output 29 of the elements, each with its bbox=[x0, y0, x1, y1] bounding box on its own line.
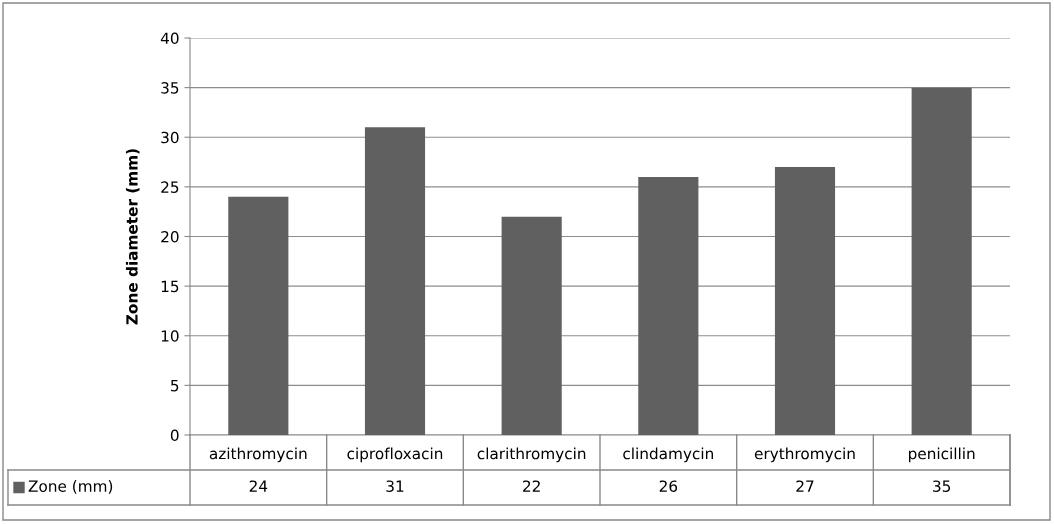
y-tick-label: 40 bbox=[160, 32, 179, 45]
data-label: 22 bbox=[523, 480, 540, 492]
y-tick-label: 25 bbox=[161, 181, 179, 193]
y-tick-label: 30 bbox=[161, 131, 179, 144]
bar bbox=[638, 176, 699, 435]
data-label: 24 bbox=[249, 480, 268, 492]
x-tick-label: clarithromycin bbox=[477, 447, 586, 463]
bar bbox=[501, 216, 562, 435]
bar bbox=[364, 127, 426, 435]
y-tick-label: 10 bbox=[161, 330, 179, 342]
data-label: 31 bbox=[386, 480, 404, 492]
bar bbox=[228, 196, 289, 435]
y-tick-label: 35 bbox=[161, 82, 179, 94]
y-tick-label: 20 bbox=[161, 230, 179, 243]
y-tick-label: 0 bbox=[170, 429, 179, 442]
x-tick-label: azithromycin bbox=[209, 447, 307, 463]
data-label: 35 bbox=[933, 480, 951, 492]
legend-label: Zone (mm) bbox=[28, 480, 113, 494]
x-tick-label: erythromycin bbox=[754, 447, 855, 463]
x-tick-label: ciprofloxacin bbox=[347, 447, 443, 463]
y-axis-title: Zone diameter (mm) bbox=[125, 149, 140, 325]
bar bbox=[774, 167, 836, 435]
data-label: 27 bbox=[796, 480, 814, 492]
data-label: 26 bbox=[659, 480, 678, 492]
x-tick-label: clindamycin bbox=[623, 447, 713, 463]
y-tick-label: 15 bbox=[161, 280, 179, 293]
x-tick-label: penicillin bbox=[909, 447, 975, 463]
bar bbox=[911, 87, 972, 435]
y-tick-label: 5 bbox=[171, 380, 179, 392]
